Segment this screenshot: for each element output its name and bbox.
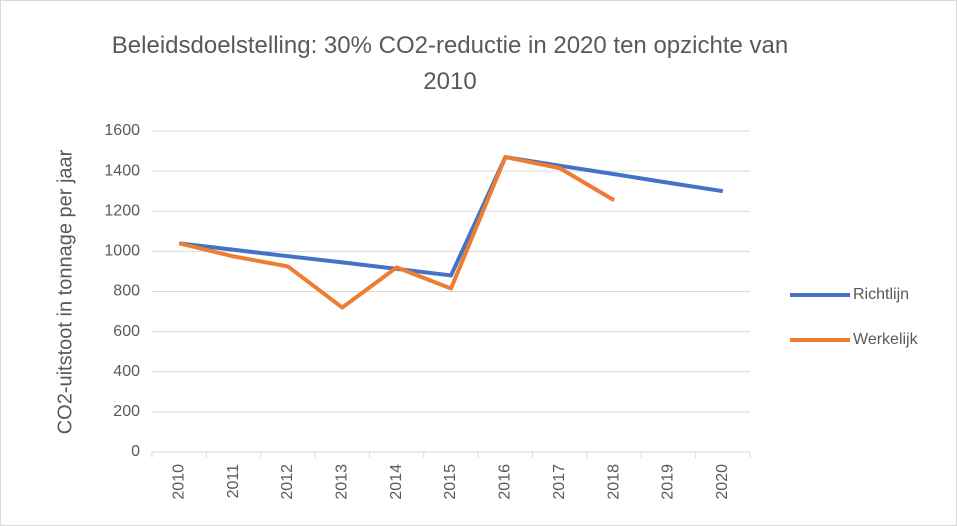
x-tick-label: 2010 xyxy=(170,464,187,500)
x-tick-label: 2017 xyxy=(551,464,568,500)
x-tick-label: 2016 xyxy=(497,464,514,500)
x-tick-label: 2015 xyxy=(442,464,459,500)
y-tick-label: 800 xyxy=(113,283,140,300)
x-tick-label: 2019 xyxy=(660,464,677,500)
y-tick-label: 1200 xyxy=(104,202,140,219)
y-tick-label: 1600 xyxy=(104,122,140,139)
y-tick-label: 600 xyxy=(113,323,140,340)
line xyxy=(178,155,724,278)
y-tick-label: 400 xyxy=(113,363,140,380)
legend-label: Richtlijn xyxy=(853,286,909,303)
line xyxy=(178,155,616,310)
x-tick-label: 2020 xyxy=(714,464,731,500)
x-tick-label: 2011 xyxy=(225,464,242,499)
y-tick-label: 1400 xyxy=(104,162,140,179)
y-axis-label: CO2-uitstoot in tonnage per jaar xyxy=(54,149,76,434)
chart-title: Beleidsdoelstelling: 30% CO2-reductie in… xyxy=(111,32,789,95)
x-tick-label: 2012 xyxy=(279,464,296,500)
y-tick-label: 200 xyxy=(113,403,140,420)
x-tick-label: 2013 xyxy=(333,464,350,500)
y-tick-label: 1000 xyxy=(104,243,140,260)
x-tick-label: 2018 xyxy=(605,464,622,500)
y-tick-label: 0 xyxy=(131,443,140,460)
legend-label: Werkelijk xyxy=(853,331,919,348)
x-tick-label: 2014 xyxy=(388,464,405,500)
